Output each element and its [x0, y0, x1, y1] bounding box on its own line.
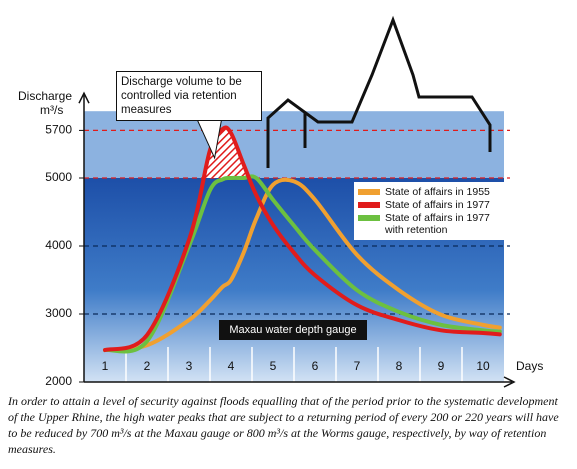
x-tick-label: 4: [228, 359, 235, 373]
x-tick-label: 2: [144, 359, 151, 373]
gauge-label: Maxau water depth gauge: [229, 324, 356, 336]
gauge-label-box: [219, 320, 367, 340]
x-tick-label: 6: [312, 359, 319, 373]
x-tick-label: 10: [476, 359, 490, 373]
legend-swatch: [358, 189, 380, 195]
x-tick-label: 5: [270, 359, 277, 373]
legend-entry: State of affairs in 1977: [358, 199, 510, 211]
x-tick-label: 8: [396, 359, 403, 373]
caption: In order to attain a level of security a…: [8, 394, 559, 456]
legend-label: State of affairs in 1955: [385, 186, 490, 198]
series-line: [103, 174, 502, 354]
legend-entry: State of affairs in 1955: [358, 186, 510, 198]
upper-band: [84, 111, 504, 178]
x-tick-label: 1: [102, 359, 109, 373]
x-tick-label: 3: [186, 359, 193, 373]
x-tick-label: 9: [438, 359, 445, 373]
y-tick-label: 5700: [45, 123, 72, 137]
legend: State of affairs in 1955 State of affairs…: [354, 182, 514, 240]
series-line: [103, 177, 502, 353]
legend-swatch: [358, 202, 380, 208]
y-tick-label: 5000: [45, 170, 72, 184]
y-axis-unit: m³/s: [40, 103, 63, 117]
y-tick-label: 2000: [45, 374, 72, 388]
y-tick-label: 3000: [45, 306, 72, 320]
legend-entry: State of affairs in 1977 with retention: [358, 212, 510, 236]
plot: Maxau water depth gauge: [103, 116, 502, 354]
x-tick-label: 7: [354, 359, 361, 373]
annotation: Discharge volume to be controlled via re…: [116, 71, 262, 121]
annotation-pointer: [195, 116, 223, 160]
x-axis: [84, 376, 516, 388]
legend-label: State of affairs in 1977: [385, 199, 490, 211]
x-axis-label: Days: [516, 359, 543, 373]
legend-label: State of affairs in 1977 with retention: [385, 212, 490, 236]
y-axis: [78, 91, 90, 382]
series-line: [103, 125, 502, 353]
church-silhouette: [266, 15, 492, 168]
y-axis-label: Discharge: [18, 89, 72, 103]
legend-swatch: [358, 215, 380, 221]
y-tick-label: 4000: [45, 238, 72, 252]
grid: [79, 129, 510, 383]
